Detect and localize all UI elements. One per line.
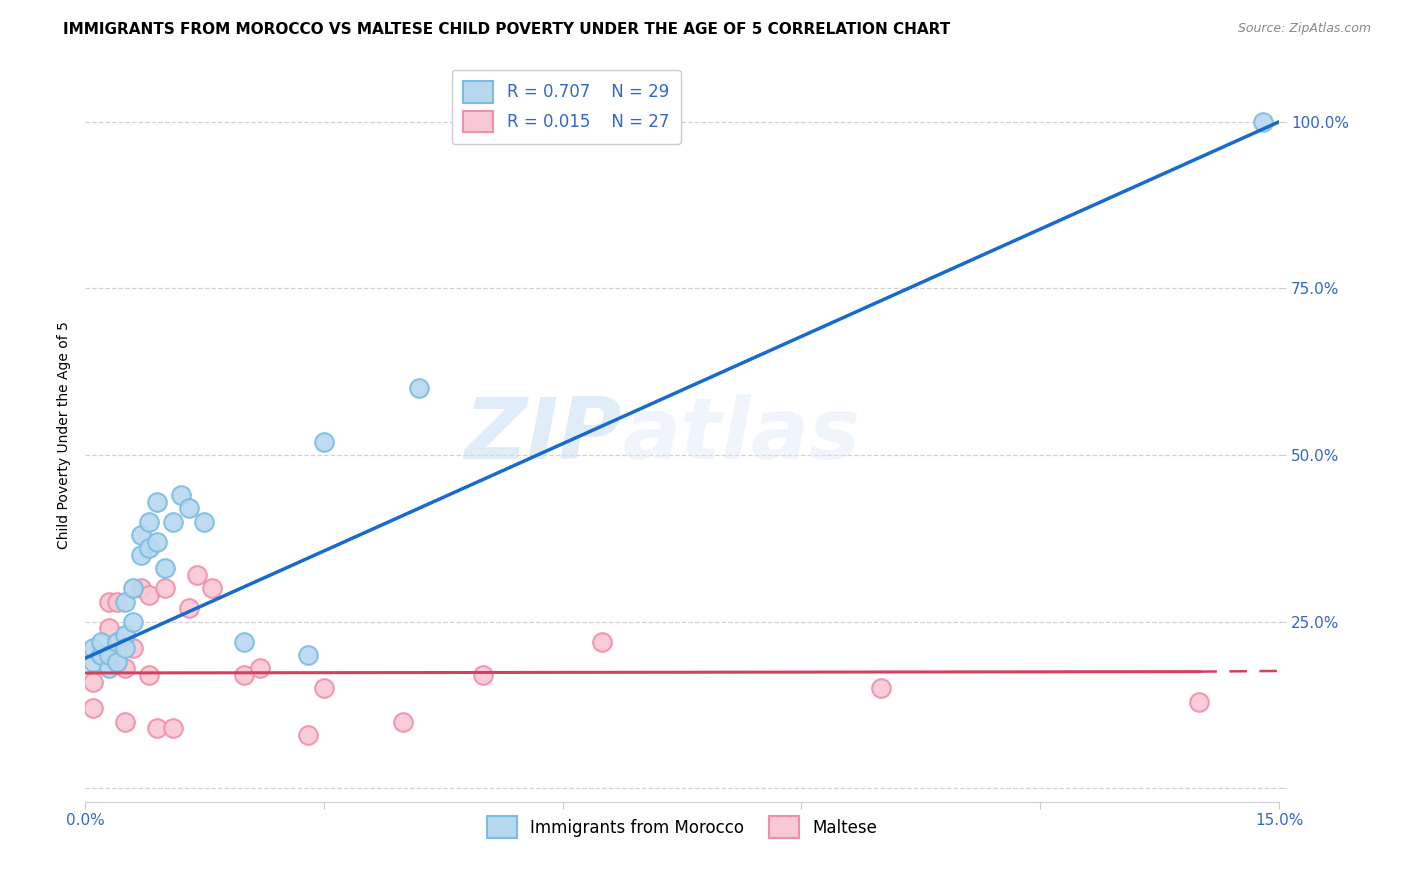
Point: [162, 721, 184, 735]
Point: [129, 528, 152, 542]
Point: [82, 655, 104, 669]
Point: [233, 634, 256, 648]
Point: [90, 648, 112, 662]
Point: [408, 381, 430, 395]
Y-axis label: Child Poverty Under the Age of 5: Child Poverty Under the Age of 5: [58, 321, 72, 549]
Point: [97, 661, 120, 675]
Text: Source: ZipAtlas.com: Source: ZipAtlas.com: [1237, 22, 1371, 36]
Point: [138, 668, 160, 682]
Point: [82, 701, 104, 715]
Point: [153, 561, 176, 575]
Point: [312, 434, 335, 449]
Point: [169, 488, 191, 502]
Point: [138, 515, 160, 529]
Point: [145, 721, 167, 735]
Point: [114, 661, 136, 675]
Point: [145, 494, 167, 508]
Point: [114, 641, 136, 656]
Point: [121, 615, 143, 629]
Point: [90, 648, 112, 662]
Point: [138, 588, 160, 602]
Point: [472, 668, 495, 682]
Point: [129, 582, 152, 596]
Point: [114, 714, 136, 729]
Point: [114, 628, 136, 642]
Point: [121, 641, 143, 656]
Legend: Immigrants from Morocco, Maltese: Immigrants from Morocco, Maltese: [479, 810, 884, 845]
Point: [105, 594, 128, 608]
Point: [105, 655, 128, 669]
Point: [105, 634, 128, 648]
Point: [90, 634, 112, 648]
Point: [297, 648, 319, 662]
Point: [1188, 695, 1211, 709]
Point: [1251, 115, 1274, 129]
Point: [162, 515, 184, 529]
Point: [82, 674, 104, 689]
Point: [153, 582, 176, 596]
Point: [114, 594, 136, 608]
Point: [97, 648, 120, 662]
Point: [312, 681, 335, 696]
Point: [177, 601, 200, 615]
Point: [392, 714, 415, 729]
Point: [201, 582, 224, 596]
Text: atlas: atlas: [623, 393, 860, 476]
Point: [121, 582, 143, 596]
Point: [186, 568, 208, 582]
Point: [870, 681, 893, 696]
Text: ZIP: ZIP: [465, 393, 623, 476]
Point: [145, 534, 167, 549]
Point: [82, 641, 104, 656]
Point: [233, 668, 256, 682]
Point: [297, 728, 319, 742]
Point: [97, 594, 120, 608]
Point: [129, 548, 152, 562]
Point: [249, 661, 271, 675]
Point: [138, 541, 160, 556]
Point: [177, 501, 200, 516]
Point: [97, 621, 120, 635]
Text: IMMIGRANTS FROM MOROCCO VS MALTESE CHILD POVERTY UNDER THE AGE OF 5 CORRELATION : IMMIGRANTS FROM MOROCCO VS MALTESE CHILD…: [63, 22, 950, 37]
Point: [591, 634, 613, 648]
Point: [193, 515, 215, 529]
